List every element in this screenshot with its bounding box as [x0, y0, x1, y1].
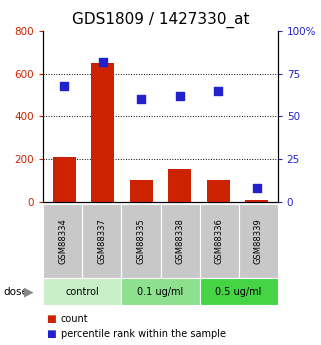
Text: GSM88334: GSM88334: [58, 218, 67, 264]
Text: GSM88337: GSM88337: [97, 218, 107, 264]
Text: count: count: [61, 314, 89, 324]
Bar: [207, 180, 230, 202]
Point: [62, 83, 67, 88]
Text: GSM88339: GSM88339: [254, 218, 263, 264]
Text: 0.1 ug/ml: 0.1 ug/ml: [137, 287, 184, 297]
Text: percentile rank within the sample: percentile rank within the sample: [61, 329, 226, 338]
Bar: [130, 180, 153, 202]
Point: [139, 97, 144, 102]
Point: [216, 88, 221, 93]
Text: ▶: ▶: [24, 285, 34, 298]
Text: GSM88338: GSM88338: [176, 218, 185, 264]
Bar: [168, 169, 191, 202]
Point: [100, 59, 105, 65]
Text: GSM88335: GSM88335: [136, 218, 145, 264]
Text: 0.5 ug/ml: 0.5 ug/ml: [215, 287, 262, 297]
Text: GDS1809 / 1427330_at: GDS1809 / 1427330_at: [72, 12, 249, 28]
Text: ■: ■: [47, 314, 56, 324]
Text: ■: ■: [47, 329, 56, 338]
Point: [177, 93, 182, 99]
Bar: [245, 200, 268, 202]
Point: [254, 185, 259, 191]
Bar: [53, 157, 76, 202]
Bar: [91, 63, 114, 202]
Text: dose: dose: [3, 287, 28, 297]
Text: control: control: [65, 287, 99, 297]
Text: GSM88336: GSM88336: [214, 218, 224, 264]
